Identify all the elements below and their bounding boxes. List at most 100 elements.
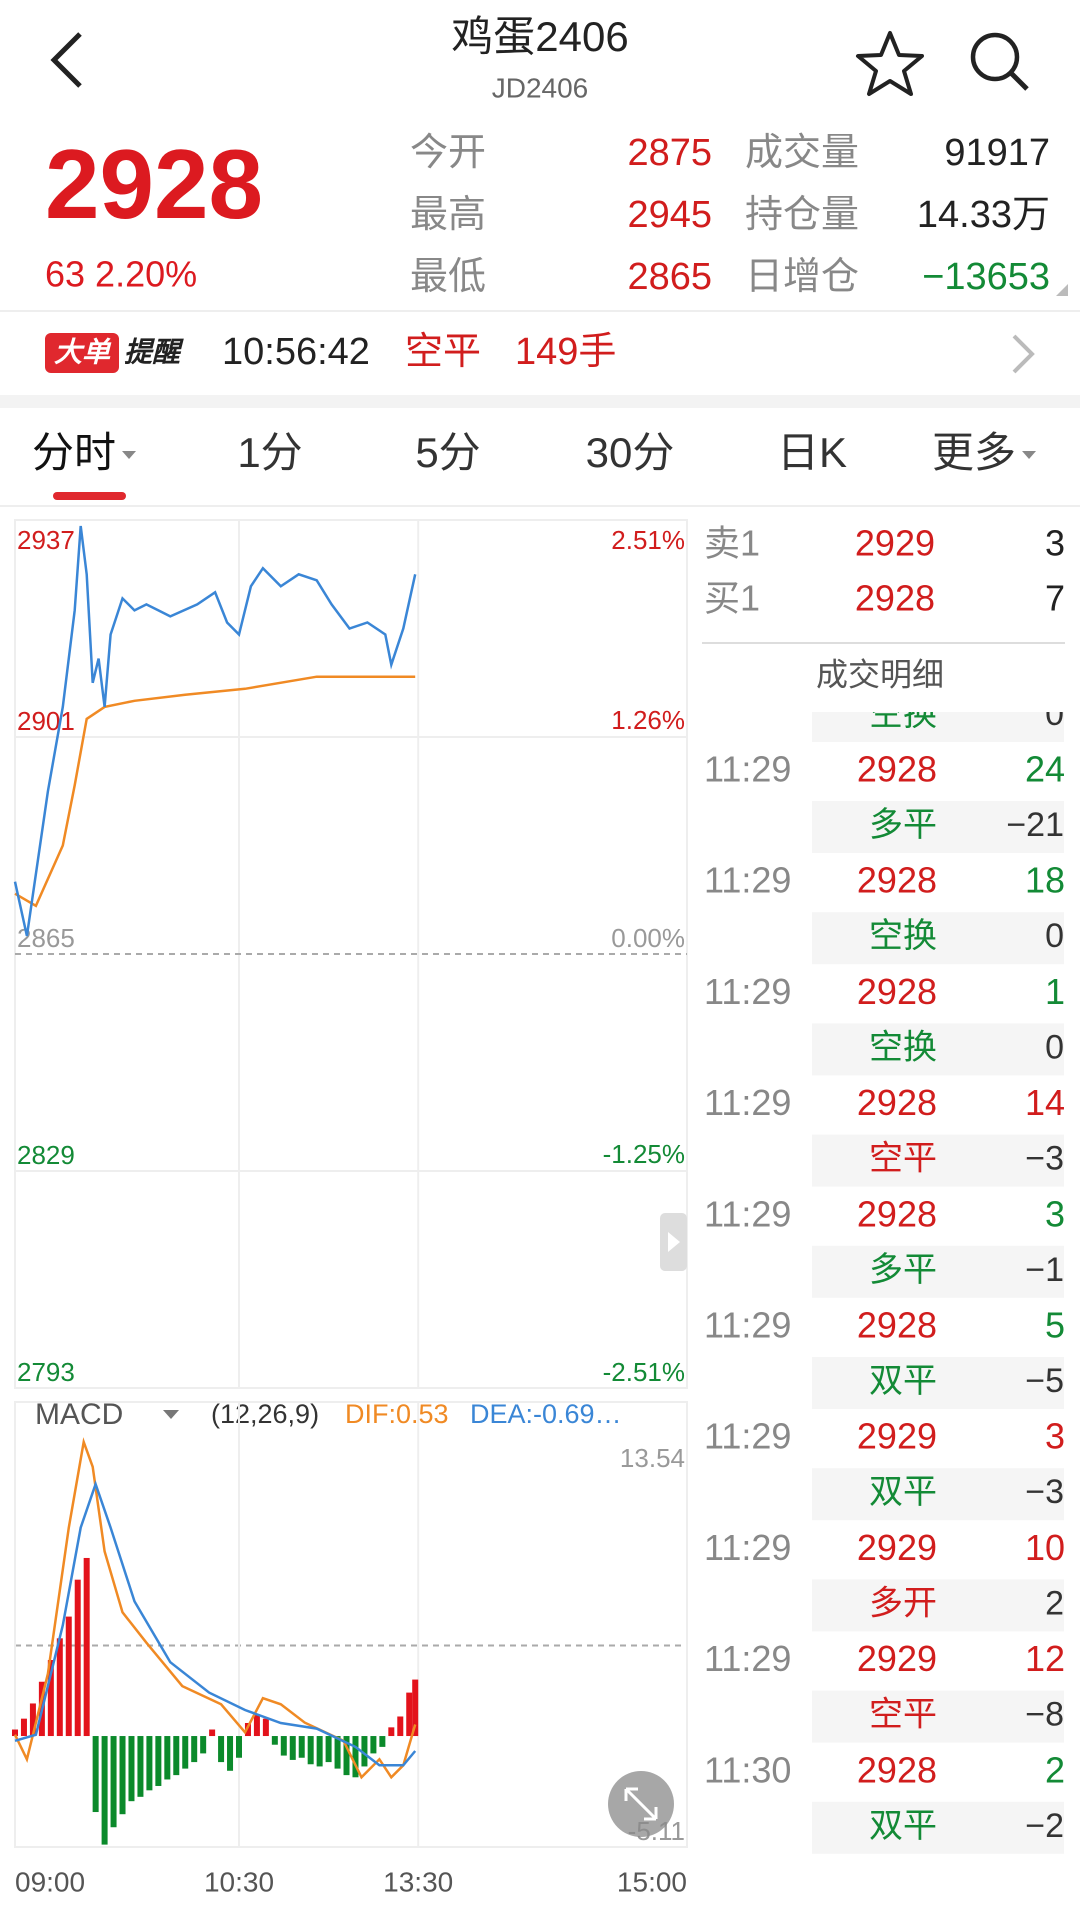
y2-tick-label: -2.51% bbox=[603, 1357, 685, 1387]
trade-price: 2929 bbox=[857, 1638, 937, 1679]
stat-value: −13653 bbox=[922, 256, 1050, 298]
gap bbox=[0, 395, 1080, 408]
y2-tick-label: -1.25% bbox=[603, 1139, 685, 1169]
trade-sub-bg bbox=[812, 801, 1064, 853]
book-volume: 3 bbox=[1045, 523, 1065, 564]
macd-bar bbox=[370, 1736, 377, 1754]
tab[interactable]: 30分 bbox=[586, 429, 675, 476]
alert-badge-text: 大单 bbox=[54, 336, 112, 367]
macd-bar bbox=[253, 1714, 260, 1737]
trade-type: 双平 bbox=[869, 1473, 937, 1511]
chevron bbox=[1012, 334, 1035, 374]
trade-change: −2 bbox=[1025, 1807, 1064, 1845]
trade-change: −5 bbox=[1025, 1362, 1064, 1400]
trade-type: 空平 bbox=[869, 1140, 937, 1178]
macd-bar bbox=[29, 1703, 36, 1737]
macd-line bbox=[14, 1480, 417, 1767]
stat-label: 最高 bbox=[410, 194, 486, 236]
search-button[interactable] bbox=[970, 32, 1029, 91]
trade-time: 11:29 bbox=[704, 971, 791, 1012]
trade-time: 11:29 bbox=[704, 1193, 791, 1234]
tab[interactable]: 1分 bbox=[237, 429, 302, 476]
price-change: 63 2.20% bbox=[45, 254, 197, 295]
macd-bar bbox=[227, 1736, 234, 1771]
trade-price: 2929 bbox=[857, 1527, 937, 1568]
macd-bar bbox=[182, 1736, 189, 1769]
trade-sub-bg bbox=[812, 1357, 1064, 1409]
alert-action: 空平 bbox=[405, 331, 481, 373]
trade-sub-bg bbox=[812, 1134, 1064, 1187]
x-tick-label: 09:00 bbox=[15, 1866, 85, 1897]
macd-bar bbox=[146, 1736, 153, 1791]
trade-change: 0 bbox=[1045, 1028, 1064, 1066]
last-price: 2928 bbox=[45, 129, 263, 239]
trade-sub-bg bbox=[812, 1023, 1064, 1076]
trade-change: −3 bbox=[1025, 1140, 1064, 1178]
tab[interactable]: 分时 bbox=[32, 429, 116, 476]
tab[interactable]: 5分 bbox=[415, 429, 480, 476]
macd-bar bbox=[92, 1736, 99, 1813]
macd-bar bbox=[361, 1736, 368, 1767]
stat-label: 最低 bbox=[410, 256, 486, 298]
trade-sub-bg bbox=[812, 912, 1064, 965]
trade-type: 多平 bbox=[869, 806, 937, 844]
macd-bar bbox=[298, 1736, 305, 1758]
trade-type: 多平 bbox=[869, 1251, 937, 1289]
stat-value: 2865 bbox=[627, 256, 712, 298]
stat-value: 2945 bbox=[627, 194, 712, 236]
trade-type: 空换 bbox=[869, 917, 937, 955]
alert-time: 10:56:42 bbox=[222, 331, 370, 373]
trade-sub-bg bbox=[812, 1801, 1064, 1854]
trade-sub-bg bbox=[812, 1690, 1064, 1743]
macd-bar bbox=[209, 1729, 216, 1737]
trade-change: 0 bbox=[1045, 917, 1064, 955]
trade-price: 2928 bbox=[857, 971, 937, 1012]
trade-change: −21 bbox=[1006, 806, 1064, 844]
tab[interactable]: 日K bbox=[777, 429, 847, 476]
book-side: 买1 bbox=[704, 578, 760, 619]
y2-tick-label: 0.00% bbox=[611, 923, 685, 953]
macd-bar bbox=[325, 1736, 332, 1763]
macd-bar bbox=[12, 1729, 18, 1737]
favorite-button[interactable] bbox=[856, 31, 924, 96]
alert-bar[interactable]: 大单 提醒 10:56:42 空平 149手 bbox=[45, 331, 1035, 374]
macd-bar bbox=[137, 1736, 144, 1797]
macd-bar bbox=[218, 1736, 225, 1763]
macd-bar bbox=[352, 1736, 359, 1778]
trade-time: 11:29 bbox=[704, 749, 791, 790]
macd-bar bbox=[20, 1718, 27, 1737]
trade-price: 2928 bbox=[857, 1749, 937, 1790]
macd-bar bbox=[316, 1736, 323, 1767]
trade-time: 11:29 bbox=[704, 1416, 791, 1457]
expand-button[interactable] bbox=[608, 1771, 674, 1837]
macd-bar bbox=[83, 1557, 90, 1737]
trade-change: −8 bbox=[1025, 1696, 1064, 1734]
trade-sub-bg bbox=[812, 1468, 1064, 1521]
trade-volume: 3 bbox=[1045, 1193, 1065, 1234]
macd-bar bbox=[164, 1736, 171, 1780]
trade-change: −3 bbox=[1025, 1473, 1064, 1511]
macd-bar bbox=[155, 1736, 162, 1786]
trade-time: 11:29 bbox=[704, 1082, 791, 1123]
stat-label: 今开 bbox=[410, 132, 486, 174]
stat-value: 91917 bbox=[944, 132, 1050, 174]
y-tick-label: 2793 bbox=[17, 1357, 75, 1387]
macd-bar bbox=[388, 1727, 395, 1737]
tab[interactable]: 更多 bbox=[932, 429, 1016, 476]
macd-line bbox=[13, 1437, 417, 1780]
macd-bar bbox=[244, 1723, 251, 1737]
trade-type: 双平 bbox=[869, 1807, 937, 1845]
macd-bar bbox=[65, 1616, 72, 1737]
macd-bar bbox=[74, 1579, 81, 1737]
dropdown-arrow bbox=[1022, 451, 1037, 459]
trade-volume: 1 bbox=[1045, 971, 1065, 1012]
stat-value: 2875 bbox=[627, 132, 712, 174]
trade-volume: 24 bbox=[1025, 749, 1065, 790]
macd-bar bbox=[343, 1736, 350, 1776]
stat-value: 14.33万 bbox=[917, 194, 1050, 236]
back-button[interactable] bbox=[50, 32, 82, 88]
macd-bar bbox=[379, 1736, 386, 1747]
macd-bar bbox=[334, 1736, 341, 1769]
y2-tick-label: 2.51% bbox=[611, 525, 685, 555]
